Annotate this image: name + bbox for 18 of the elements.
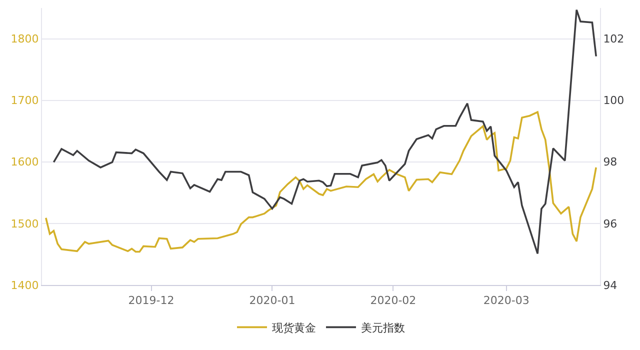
x-tick-label: 2020-03: [483, 294, 530, 308]
y-tick-label: 1400: [10, 278, 39, 292]
legend-label: 现货黄金: [272, 321, 316, 334]
x-tick-label: 2020-02: [370, 294, 416, 308]
y-tick-label: 1800: [10, 32, 39, 46]
y2-tick-label: 102: [603, 32, 624, 46]
x-tick-label: 2020-01: [249, 294, 296, 308]
x-tick-label: 2019-12: [128, 294, 174, 308]
line-series: [52, 8, 597, 255]
legend-label: 美元指数: [361, 321, 405, 334]
y2-tick-label: 98: [603, 156, 618, 169]
y-tick-label: 1500: [10, 217, 39, 230]
y-tick-label: 1600: [10, 156, 39, 169]
y2-tick-label: 96: [603, 217, 618, 230]
line-series: [45, 111, 597, 253]
y2-tick-label: 94: [603, 278, 618, 292]
y-tick-label: 1700: [10, 94, 39, 108]
y2-tick-label: 100: [603, 94, 624, 108]
